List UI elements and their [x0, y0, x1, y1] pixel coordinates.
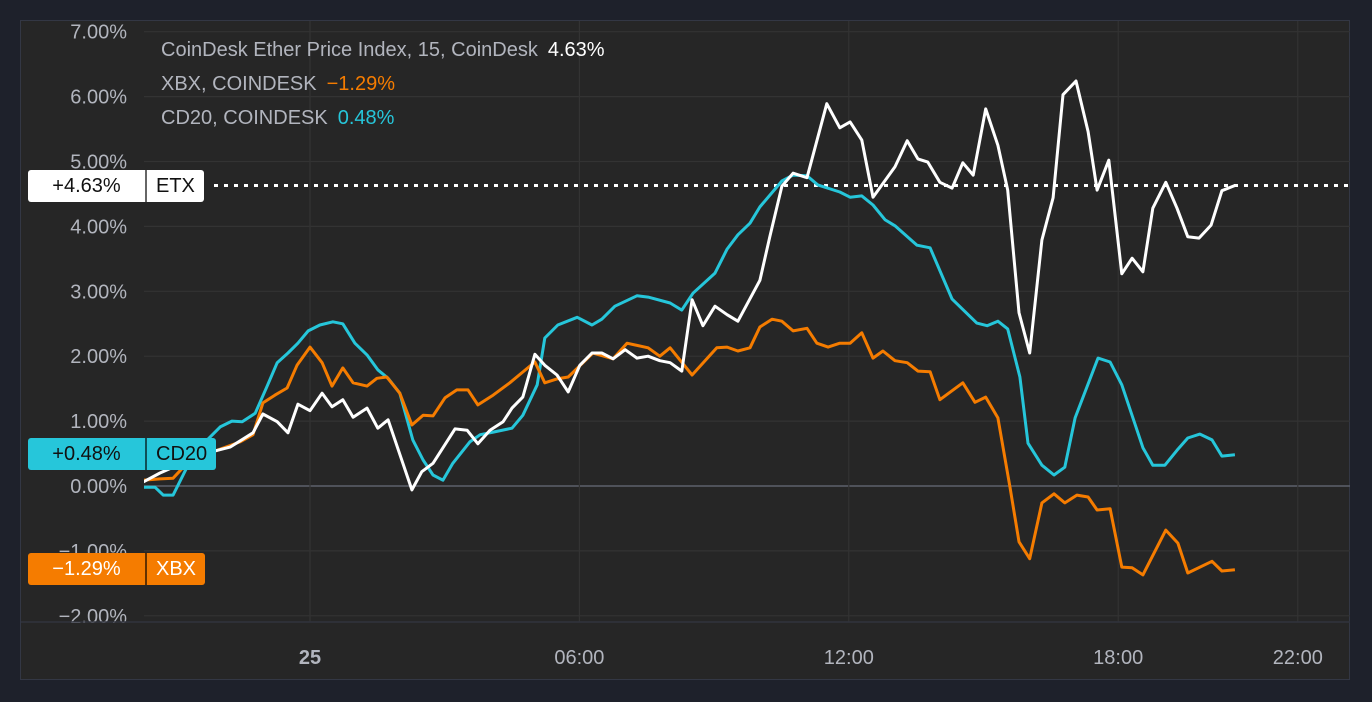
cd20-badge-pct: +0.48%	[28, 438, 147, 470]
legend-xbx: XBX, COINDESK −1.29%	[161, 73, 395, 96]
x-tick-label: 18:00	[1093, 647, 1143, 669]
series-line-cd20[interactable]	[143, 173, 1236, 497]
legend-cd20-name: CD20, COINDESK	[161, 107, 328, 129]
y-tick-label: 2.00%	[70, 346, 127, 368]
x-tick-label: 25	[299, 647, 321, 669]
y-tick-label: 3.00%	[70, 281, 127, 303]
xbx-price-badge: −1.29% XBX	[28, 553, 206, 585]
legend-etx: CoinDesk Ether Price Index, 15, CoinDesk…	[161, 39, 605, 62]
legend-xbx-value: −1.29%	[326, 73, 395, 95]
x-tick-label: 06:00	[554, 647, 604, 669]
x-tick-label: 22:00	[1273, 647, 1323, 669]
y-tick-label: 1.00%	[70, 411, 127, 433]
legend-etx-name: CoinDesk Ether Price Index, 15, CoinDesk	[161, 39, 538, 61]
xbx-badge-label: XBX	[156, 557, 197, 580]
series-line-xbx[interactable]	[143, 317, 1236, 577]
legend-xbx-name: XBX, COINDESK	[161, 73, 317, 95]
y-tick-label: 0.00%	[70, 476, 127, 498]
legend-cd20: CD20, COINDESK 0.48%	[161, 107, 394, 130]
y-tick-label: 7.00%	[70, 22, 127, 44]
etx-price-badge: +4.63% ETX	[28, 170, 204, 202]
cd20-price-badge: +0.48% CD20	[28, 438, 217, 470]
legend-etx-value: 4.63%	[547, 39, 605, 61]
y-tick-label: 6.00%	[70, 87, 127, 109]
xbx-badge-pct: −1.29%	[28, 553, 147, 585]
etx-badge-pct: +4.63%	[28, 170, 147, 202]
legend-cd20-value: 0.48%	[337, 107, 395, 129]
y-tick-label: 4.00%	[70, 216, 127, 238]
cd20-badge-label: CD20	[156, 442, 208, 465]
x-tick-label: 12:00	[824, 647, 874, 669]
y-tick-label: 5.00%	[70, 152, 127, 174]
y-tick-label: −2.00%	[59, 606, 128, 628]
etx-badge-label: ETX	[156, 174, 195, 197]
series-line-etx[interactable]	[143, 79, 1236, 492]
